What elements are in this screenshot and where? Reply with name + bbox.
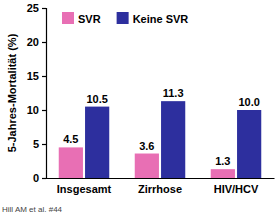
x-tick-label: Insgesamt <box>57 183 112 195</box>
bar <box>237 110 261 178</box>
x-tick: Zirrhose <box>138 178 182 195</box>
y-tick-label: 15 <box>27 70 39 82</box>
y-tick-label: 25 <box>27 2 39 14</box>
legend: SVR Keine SVR <box>62 12 188 25</box>
legend-label: Keine SVR <box>133 13 189 25</box>
x-tick-label: Zirrhose <box>138 183 182 195</box>
data-label: 1.3 <box>215 155 230 167</box>
y-tick-label: 0 <box>33 172 39 184</box>
x-axis: Insgesamt Zirrhose HIV/HCV <box>47 178 275 195</box>
y-tick-label: 5 <box>33 138 39 150</box>
y-tick-mark <box>42 8 46 9</box>
bar <box>85 107 109 178</box>
y-tick: 5 <box>33 138 46 150</box>
y-tick-mark <box>42 42 46 43</box>
chart: 4.5 3.6 1.3 10.5 11.3 10.0 0 5 10 15 20 25 Insgesamt… <box>0 0 280 216</box>
data-label: 3.6 <box>139 140 154 152</box>
y-tick-label: 10 <box>27 104 39 116</box>
y-tick-mark <box>42 76 46 77</box>
x-tick: HIV/HCV <box>214 178 259 195</box>
bars <box>59 101 262 178</box>
data-label: 10.5 <box>86 93 107 105</box>
legend-item: Keine SVR <box>117 12 189 25</box>
y-tick-mark <box>42 178 46 179</box>
y-tick-mark <box>42 110 46 111</box>
y-tick: 25 <box>27 2 46 14</box>
legend-item: SVR <box>62 12 101 25</box>
data-label: 4.5 <box>63 133 78 145</box>
data-labels: 4.5 3.6 1.3 10.5 11.3 10.0 <box>63 87 260 167</box>
y-tick: 20 <box>27 36 46 48</box>
x-tick-label: HIV/HCV <box>214 183 259 195</box>
y-axis-line <box>42 9 47 179</box>
x-tick: Insgesamt <box>57 178 112 195</box>
bar <box>59 147 83 178</box>
legend-swatch <box>117 12 129 24</box>
y-tick: 15 <box>27 70 46 82</box>
data-label: 11.3 <box>163 87 184 99</box>
legend-swatch <box>62 12 74 24</box>
bar <box>135 154 159 178</box>
y-axis: 0 5 10 15 20 25 <box>27 2 47 184</box>
y-tick-mark <box>42 144 46 145</box>
x-axis-line <box>47 178 275 179</box>
bar <box>161 101 185 178</box>
legend-label: SVR <box>78 13 101 25</box>
plot: 4.5 3.6 1.3 10.5 11.3 10.0 0 5 10 15 20 25 Insgesamt… <box>27 2 275 195</box>
y-tick: 10 <box>27 104 46 116</box>
bar <box>211 169 235 178</box>
y-tick-label: 20 <box>27 36 39 48</box>
y-tick: 0 <box>33 172 46 184</box>
data-label: 10.0 <box>238 96 259 108</box>
y-axis-title: 5-Jahres-Mortalität (%) <box>6 33 18 152</box>
annotation: Hill AM et al. #44 <box>2 205 63 214</box>
